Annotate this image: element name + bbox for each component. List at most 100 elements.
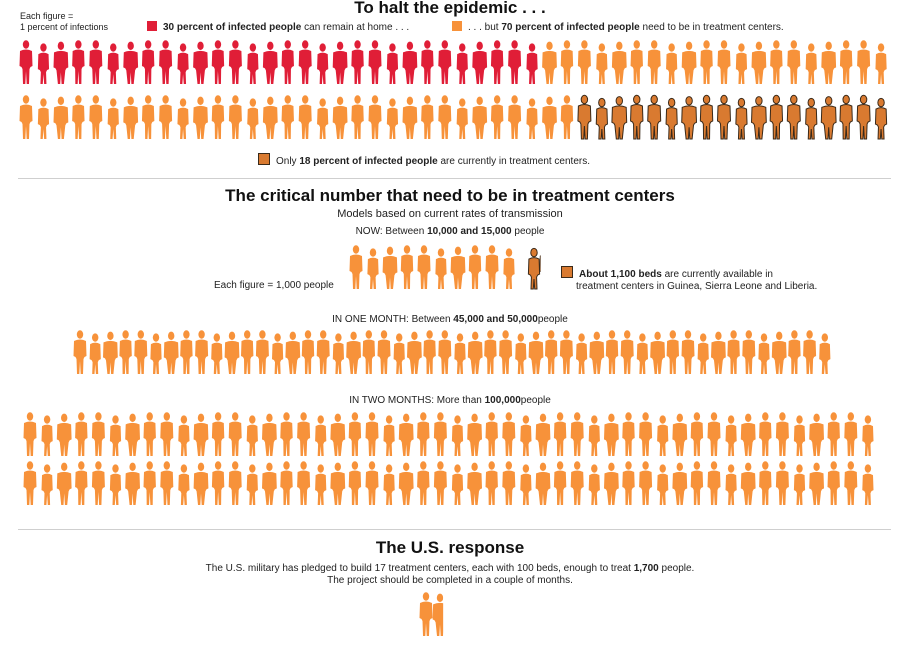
figure-two-months [246,415,258,456]
beds-note-bold: About 1,100 beds [579,269,662,280]
figure-now [435,248,447,289]
figure-needs-treatment [735,43,748,84]
figure-home [456,43,468,84]
us-response-line2: The project should be completed in a cou… [327,575,573,586]
figure-one-month [620,330,634,374]
figure-needs-treatment [630,40,643,84]
one-month-label-bold: 45,000 and 50,000 [453,314,538,325]
figure-two-months [809,413,824,456]
figure-needs-treatment [681,41,697,84]
figure-two-months [553,412,567,456]
figure-needs-treatment [770,40,783,84]
figure-in-treatment [577,94,592,140]
figure-one-month [438,330,452,374]
figure-in-treatment [820,96,837,140]
figure-two-months [246,464,258,505]
figure-two-months [775,412,789,456]
legend-treatment-text: need to be in treatment centers. [642,22,784,33]
figure-two-months [690,461,704,505]
figure-home [386,43,399,84]
figure-needs-treatment [456,98,468,139]
figure-needs-treatment [875,43,887,84]
figure-two-months [348,461,362,505]
figure-two-months [41,415,53,456]
figure-two-months [178,415,190,456]
legend-treatment-bold: 70 percent of infected people [501,22,640,33]
legend-home: 30 percent of infected people can remain… [147,21,409,34]
figure-two-months [502,461,516,505]
figure-one-month [788,330,801,374]
figure-one-month [211,333,223,374]
figure-needs-treatment [281,95,294,139]
two-months-label-bold: 100,000 [484,395,521,406]
us-response-line1-bold: 1,700 [633,563,659,574]
figure-row-two-months-2 [23,461,874,505]
figure-two-months [193,413,209,456]
figure-two-months [330,462,346,505]
figure-now [503,248,515,289]
figure-one-month [545,330,558,374]
figure-two-months [588,464,600,505]
figure-one-month [589,331,605,374]
figure-home [317,43,329,84]
figure-needs-treatment [332,96,348,139]
figure-one-month [255,330,269,374]
figure-in-treatment [769,94,784,140]
figure-two-months [417,461,430,505]
figure-two-months [707,412,721,456]
treatment-note-pre: Only [276,156,297,167]
figure-one-month [771,331,787,374]
legend-treatment-pre: . . . but [468,22,499,33]
figure-beds [527,247,541,290]
figure-in-treatment [665,97,678,140]
figure-one-month [224,331,240,374]
now-label-post: people [514,226,545,237]
figure-needs-treatment [526,98,538,139]
figure-now [382,246,398,289]
figure-in-treatment [681,96,698,140]
figure-two-months [315,415,327,456]
figure-two-months [433,412,447,456]
section3-title: The U.S. response [375,538,525,557]
figure-home [281,40,294,84]
figure-needs-treatment [700,40,713,84]
figure-one-month [758,333,770,374]
figure-home [107,43,119,84]
figure-one-month [576,333,588,374]
figure-needs-treatment [247,98,259,139]
figure-home [490,40,504,84]
figure-needs-treatment [107,98,119,139]
figure-two-months [570,412,584,456]
now-label-bold: 10,000 and 15,000 [427,226,512,237]
figure-needs-treatment [821,41,837,84]
figure-two-months [570,461,584,505]
legend-swatch-red [147,21,157,31]
figure-two-months [23,461,37,505]
figure-needs-treatment [542,41,557,84]
figure-two-months [383,464,395,505]
figure-needs-treatment [490,95,504,139]
figure-one-month [89,333,101,374]
section1-title: To halt the epidemic . . . [354,0,546,17]
figure-needs-treatment [839,40,853,84]
figure-one-month [515,333,527,374]
figure-two-months [604,413,619,456]
figure-two-months [109,415,122,456]
figure-one-month [650,331,665,374]
figure-two-months [707,461,721,505]
figure-two-months [862,464,874,505]
figure-one-month [285,331,301,374]
figure-two-months [228,412,242,456]
figure-two-months [740,413,756,456]
figure-needs-treatment [72,95,85,139]
figure-two-months [228,461,242,505]
two-months-label: IN TWO MONTHS: More than 100,000people [0,395,900,407]
figure-two-months [348,412,362,456]
figure-two-months [109,464,122,505]
figure-needs-treatment [421,95,434,139]
figure-two-months [535,413,551,456]
figure-home [177,43,189,84]
figure-needs-treatment [19,95,33,139]
divider-2 [18,529,891,530]
figure-two-months [262,462,277,505]
